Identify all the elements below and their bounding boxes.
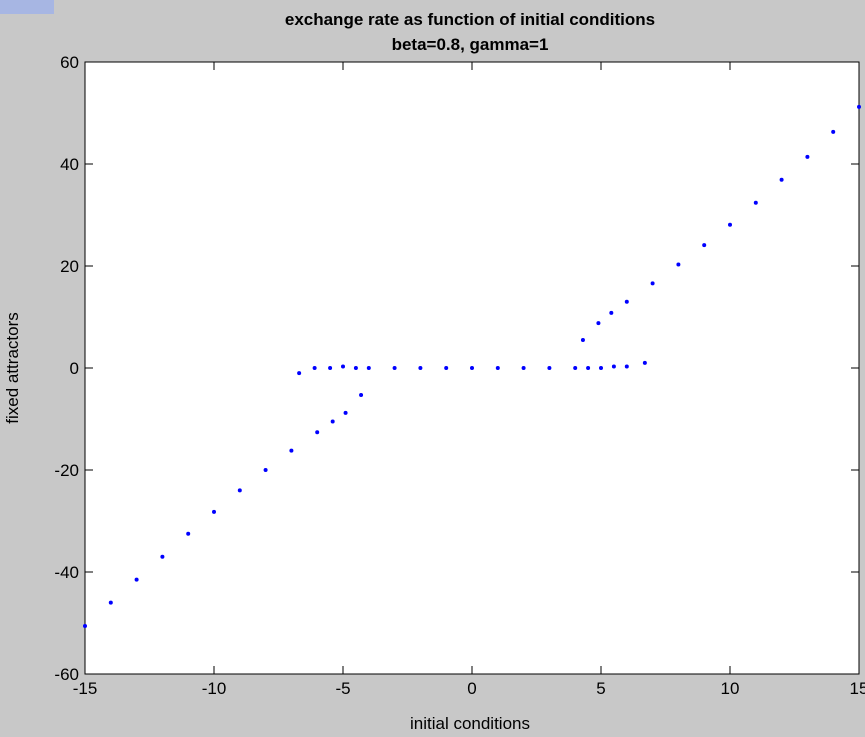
data-point	[611, 364, 616, 369]
data-point	[160, 554, 165, 559]
x-axis-ticks: -15 -10 -5 0 5 10 15	[73, 62, 865, 698]
data-point	[596, 321, 601, 326]
x-tick-label: -10	[202, 679, 227, 698]
data-point	[108, 600, 113, 605]
data-point	[263, 468, 268, 472]
data-point	[289, 448, 294, 453]
data-point	[753, 200, 758, 205]
y-axis-ticks: 60 40 20 0 -20 -40 -60	[54, 53, 859, 684]
data-point	[547, 366, 552, 370]
data-point	[857, 104, 861, 109]
data-point	[609, 310, 614, 315]
data-point	[676, 262, 681, 267]
data-point	[212, 509, 216, 514]
data-point	[366, 366, 371, 370]
chart-title: exchange rate as function of initial con…	[285, 10, 655, 29]
data-point	[495, 366, 500, 370]
chart-subtitle: beta=0.8, gamma=1	[392, 35, 549, 54]
data-point	[728, 222, 732, 227]
data-point	[444, 366, 449, 370]
data-point	[418, 366, 423, 370]
data-point	[312, 366, 317, 370]
window-corner-accent	[0, 0, 54, 14]
data-point	[330, 419, 335, 424]
data-point	[353, 366, 358, 370]
data-point	[328, 366, 333, 370]
data-point	[702, 243, 707, 248]
data-point	[599, 366, 603, 370]
x-tick-label: 0	[467, 679, 476, 698]
data-point	[642, 360, 647, 365]
x-tick-label: 15	[850, 679, 865, 698]
data-point	[343, 410, 348, 415]
data-point	[315, 430, 320, 435]
data-point	[83, 624, 87, 629]
y-tick-label: 60	[60, 53, 79, 72]
y-tick-label: -20	[54, 461, 79, 480]
y-tick-label: 40	[60, 155, 79, 174]
x-tick-label: -5	[335, 679, 350, 698]
data-point	[624, 364, 629, 369]
x-tick-label: 5	[596, 679, 605, 698]
x-tick-label: 10	[721, 679, 740, 698]
data-point	[586, 366, 591, 370]
data-point	[341, 364, 345, 369]
data-point	[470, 366, 474, 370]
y-tick-label: -40	[54, 563, 79, 582]
data-point	[650, 281, 655, 286]
x-axis-label: initial conditions	[410, 714, 530, 733]
data-point	[134, 577, 139, 582]
data-point	[392, 366, 397, 370]
data-point	[805, 154, 810, 159]
data-point	[297, 371, 302, 376]
x-tick-label: -15	[73, 679, 98, 698]
y-tick-label: 20	[60, 257, 79, 276]
data-point	[521, 366, 526, 370]
data-point	[359, 393, 364, 398]
y-tick-label: -60	[54, 665, 79, 684]
series-layer	[83, 104, 861, 629]
data-point	[831, 129, 836, 134]
data-point	[779, 177, 784, 182]
data-point	[573, 366, 578, 370]
y-axis-label: fixed attractors	[3, 312, 22, 424]
data-point	[186, 531, 191, 536]
data-point	[237, 488, 242, 493]
data-point	[624, 299, 629, 304]
y-tick-label: 0	[70, 359, 79, 378]
data-point	[580, 337, 585, 342]
